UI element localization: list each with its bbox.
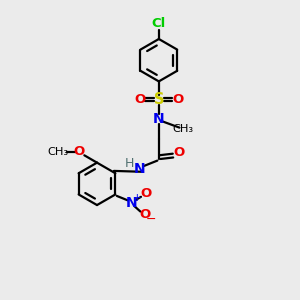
Text: −: − xyxy=(146,213,156,226)
Text: +: + xyxy=(133,193,142,203)
Text: H: H xyxy=(125,157,134,170)
Text: O: O xyxy=(172,93,183,106)
Text: N: N xyxy=(134,161,145,176)
Text: O: O xyxy=(174,146,185,159)
Text: O: O xyxy=(140,208,151,221)
Text: Cl: Cl xyxy=(152,17,166,30)
Text: N: N xyxy=(126,196,137,210)
Text: O: O xyxy=(74,145,85,158)
Text: CH₃: CH₃ xyxy=(48,147,69,158)
Text: N: N xyxy=(153,112,165,126)
Text: O: O xyxy=(141,187,152,200)
Text: O: O xyxy=(134,93,146,106)
Text: CH₃: CH₃ xyxy=(173,124,194,134)
Text: S: S xyxy=(154,92,164,107)
